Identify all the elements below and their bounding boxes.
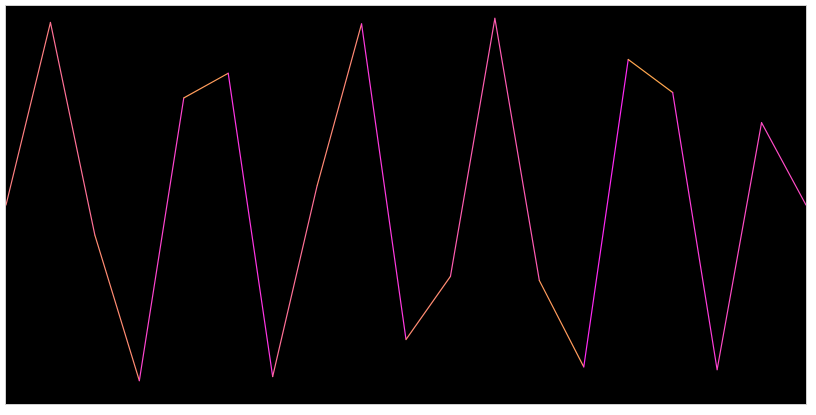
series-segment xyxy=(538,279,585,368)
series-segment xyxy=(183,72,229,99)
series-segment xyxy=(49,21,96,236)
series-segment xyxy=(405,275,452,341)
series-segment xyxy=(6,21,52,206)
series-segment xyxy=(94,234,140,382)
series-segment xyxy=(583,58,629,368)
series-segment xyxy=(360,23,407,341)
series-segment xyxy=(494,17,540,282)
series-segment xyxy=(272,185,318,378)
series-segment xyxy=(449,17,496,277)
series-segment xyxy=(672,91,718,371)
series-line-group xyxy=(6,17,806,382)
series-segment xyxy=(716,122,763,371)
chart-area xyxy=(5,5,807,405)
series-segment xyxy=(316,23,363,187)
series-segment xyxy=(760,122,806,206)
series-segment xyxy=(627,58,674,94)
series-segment xyxy=(138,97,185,382)
series-segment xyxy=(227,72,274,378)
waveform-chart xyxy=(6,17,806,382)
